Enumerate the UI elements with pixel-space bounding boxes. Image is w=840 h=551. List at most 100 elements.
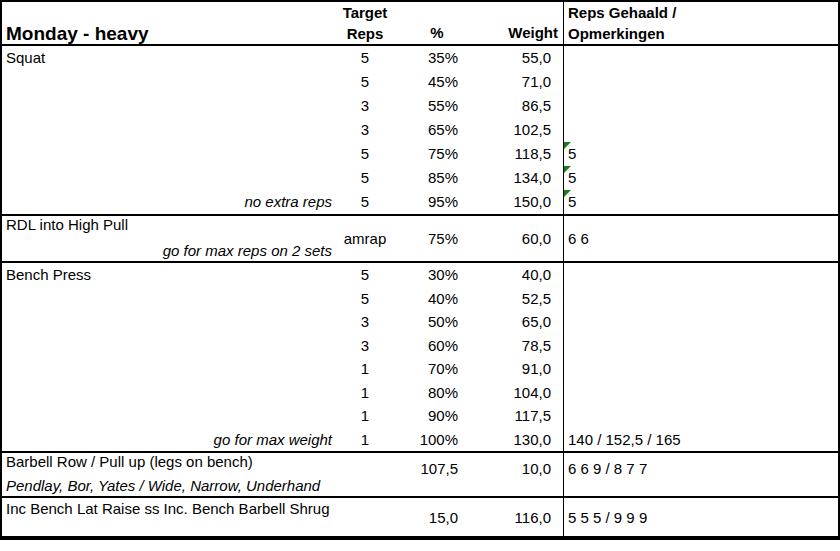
cell-percent[interactable]: 90% [392, 404, 464, 428]
cell-target-reps[interactable] [338, 498, 392, 536]
cell-exercise-name [2, 287, 338, 311]
cell-percent[interactable]: 15,0 [392, 498, 464, 536]
table-row: Bench Press 5 30% 40,0 [2, 263, 838, 287]
cell-result[interactable] [563, 118, 838, 142]
cell-exercise-name [2, 357, 338, 381]
cell-percent[interactable]: 35% [392, 46, 464, 70]
col-header-weight-label: Weight [508, 22, 558, 43]
cell-result[interactable]: 6 6 9 / 8 7 7 [563, 453, 838, 496]
cell-subtitle: Pendlay, Bor, Yates / Wide, Narrow, Unde… [6, 477, 332, 495]
cell-weight[interactable]: 55,0 [464, 46, 563, 70]
cell-weight[interactable]: 71,0 [464, 70, 563, 94]
cell-result[interactable] [563, 46, 838, 70]
cell-percent[interactable]: 95% [392, 190, 464, 214]
cell-percent[interactable]: 55% [392, 94, 464, 118]
cell-exercise-name [2, 166, 338, 190]
cell-percent[interactable]: 100% [392, 428, 464, 452]
cell-target-reps[interactable]: 5 [338, 142, 392, 166]
cell-value: 10,0 [522, 460, 551, 477]
table-row: 5 75% 118,5 5 [2, 142, 838, 166]
col-header-target-reps: Target Reps [338, 2, 392, 45]
cell-percent[interactable]: 75% [392, 216, 464, 261]
cell-weight[interactable]: 150,0 [464, 190, 563, 214]
cell-target-reps[interactable]: 1 [338, 404, 392, 428]
cell-target-reps[interactable]: 3 [338, 94, 392, 118]
table-row: 5 45% 71,0 [2, 70, 838, 94]
cell-target-reps[interactable]: 1 [338, 357, 392, 381]
col-header-target-line1: Target [338, 2, 392, 23]
cell-percent[interactable]: 85% [392, 166, 464, 190]
cell-target-reps[interactable] [338, 453, 392, 496]
cell-weight[interactable]: 86,5 [464, 94, 563, 118]
sheet-title-cell: Monday - heavy [2, 2, 338, 45]
cell-result[interactable]: 5 5 5 / 9 9 9 [563, 498, 838, 536]
cell-target-reps[interactable]: 3 [338, 310, 392, 334]
exercise-name-label: Inc Bench Lat Raise ss Inc. Bench Barbel… [6, 500, 332, 518]
cell-target-reps[interactable]: 1 [338, 381, 392, 405]
cell-result[interactable] [563, 263, 838, 287]
cell-result[interactable]: 5 [563, 142, 838, 166]
cell-weight[interactable]: 52,5 [464, 287, 563, 311]
cell-weight[interactable]: 116,0 [464, 498, 563, 536]
cell-weight[interactable]: 104,0 [464, 381, 563, 405]
cell-percent[interactable]: 45% [392, 70, 464, 94]
cell-weight[interactable]: 130,0 [464, 428, 563, 452]
table-row: 3 60% 78,5 [2, 334, 838, 358]
cell-target-reps[interactable]: 5 [338, 166, 392, 190]
cell-weight[interactable]: 60,0 [464, 216, 563, 261]
cell-weight[interactable]: 118,5 [464, 142, 563, 166]
cell-target-reps[interactable]: 5 [338, 190, 392, 214]
cell-percent[interactable]: 80% [392, 381, 464, 405]
cell-weight[interactable]: 10,0 [464, 453, 563, 496]
cell-target-reps[interactable]: 3 [338, 334, 392, 358]
cell-value: 75% [428, 230, 458, 247]
exercise-name-label: RDL into High Pull [6, 216, 332, 234]
cell-weight[interactable]: 65,0 [464, 310, 563, 334]
cell-percent[interactable]: 107,5 [392, 453, 464, 496]
cell-percent[interactable]: 75% [392, 142, 464, 166]
cell-weight[interactable]: 117,5 [464, 404, 563, 428]
cell-exercise-name [2, 118, 338, 142]
cell-exercise-name [2, 142, 338, 166]
table-row: 5 85% 134,0 5 [2, 166, 838, 190]
cell-percent[interactable]: 60% [392, 334, 464, 358]
cell-target-reps[interactable]: 3 [338, 118, 392, 142]
table-row: 3 55% 86,5 [2, 94, 838, 118]
cell-value: 6 6 [568, 230, 589, 247]
cell-result[interactable]: 140 / 152,5 / 165 [563, 428, 838, 452]
col-header-result-line2: Opmerkingen [568, 23, 838, 44]
cell-result[interactable]: 5 [563, 166, 838, 190]
cell-weight[interactable]: 40,0 [464, 263, 563, 287]
cell-value: 15,0 [429, 509, 458, 526]
cell-result[interactable] [563, 310, 838, 334]
section-inc-bench-lat-raise-shrug: Inc Bench Lat Raise ss Inc. Bench Barbel… [2, 496, 838, 536]
cell-result[interactable] [563, 287, 838, 311]
cell-result[interactable] [563, 94, 838, 118]
cell-target-reps[interactable]: 1 [338, 428, 392, 452]
cell-percent[interactable]: 50% [392, 310, 464, 334]
cell-result[interactable] [563, 381, 838, 405]
cell-percent[interactable]: 70% [392, 357, 464, 381]
cell-percent[interactable]: 40% [392, 287, 464, 311]
cell-target-reps[interactable]: 5 [338, 46, 392, 70]
cell-weight[interactable]: 78,5 [464, 334, 563, 358]
cell-value: 60,0 [522, 230, 551, 247]
table-row: 5 40% 52,5 [2, 287, 838, 311]
cell-exercise-name [2, 381, 338, 405]
cell-weight[interactable]: 134,0 [464, 166, 563, 190]
cell-result[interactable] [563, 404, 838, 428]
cell-result[interactable] [563, 334, 838, 358]
cell-target-reps[interactable]: 5 [338, 263, 392, 287]
cell-result[interactable] [563, 357, 838, 381]
cell-weight[interactable]: 91,0 [464, 357, 563, 381]
cell-result[interactable]: 5 [563, 190, 838, 214]
cell-percent[interactable]: 65% [392, 118, 464, 142]
cell-target-reps[interactable]: 5 [338, 70, 392, 94]
cell-result[interactable] [563, 70, 838, 94]
table-row: no extra reps 5 95% 150,0 5 [2, 190, 838, 214]
cell-result[interactable]: 6 6 [563, 216, 838, 261]
cell-target-reps[interactable]: 5 [338, 287, 392, 311]
cell-target-reps[interactable]: amrap [338, 216, 392, 261]
cell-percent[interactable]: 30% [392, 263, 464, 287]
cell-weight[interactable]: 102,5 [464, 118, 563, 142]
